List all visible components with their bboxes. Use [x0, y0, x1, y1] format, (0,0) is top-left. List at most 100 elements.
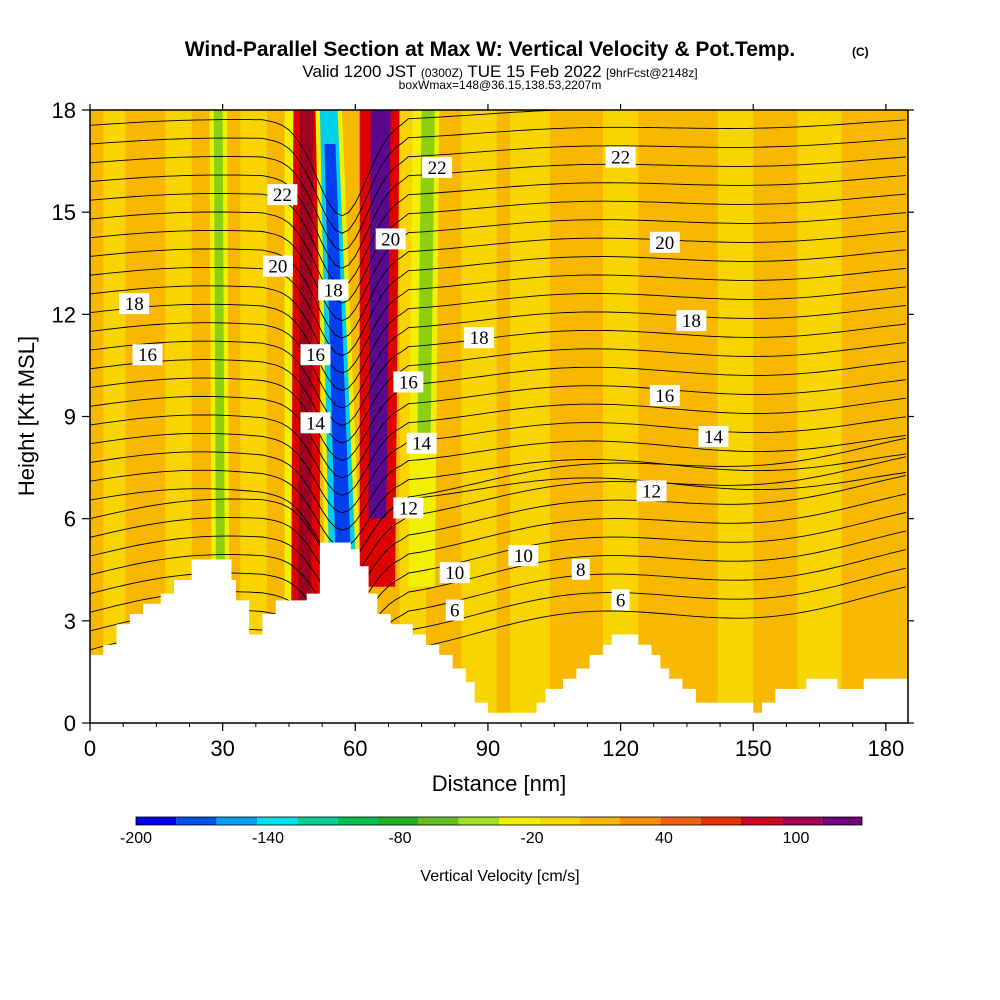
- field-patch-light: [510, 110, 550, 723]
- y-tick-label: 15: [52, 200, 76, 225]
- contour-label-box: [636, 480, 667, 502]
- chart-title: Wind-Parallel Section at Max W: Vertical…: [185, 38, 796, 61]
- contour-label-box: [676, 310, 707, 332]
- contour-label-box: [318, 279, 349, 301]
- contour-labels: 22 20 18 16 18 16 14 20 22 22 20 18 18 16 16 14 14 12 12 10…: [119, 146, 729, 622]
- x-tick-label: 150: [735, 736, 772, 761]
- contour-label-box: [698, 425, 729, 447]
- colorbar-swatch: [176, 817, 217, 825]
- theta-contour-line: [90, 472, 906, 566]
- contour-label: 8: [571, 558, 590, 581]
- colorbar-swatch: [458, 817, 499, 825]
- contour-label: 6: [611, 589, 630, 611]
- colorbar-swatch: [136, 817, 177, 825]
- band-blue-downdraft: [324, 144, 351, 553]
- contour-label: 16: [393, 371, 424, 393]
- theta-contour-line: [90, 437, 906, 567]
- colorbar-swatch: [620, 817, 661, 825]
- theta-contour-line: [90, 453, 906, 549]
- contour-label: 12: [636, 480, 667, 502]
- contour-label-text: 12: [642, 481, 661, 502]
- x-tick-label: 120: [602, 736, 639, 761]
- contour-label-box: [119, 293, 150, 315]
- chart-title-mark: (C): [852, 45, 869, 59]
- colorbar-frame: [135, 816, 863, 826]
- plot-area: 22 20 18 16 18 16 14 20 22 22 20 18 18 16 16 14 14 12 12 10…: [90, 110, 908, 723]
- contour-label: 18: [119, 293, 150, 315]
- theta-contour-line: [90, 493, 906, 620]
- contour-label-text: 14: [306, 413, 326, 434]
- contour-label: 14: [300, 412, 331, 434]
- x-tick-label: 30: [210, 736, 234, 761]
- contour-label-text: 16: [399, 372, 418, 393]
- contour-label-box: [393, 371, 424, 393]
- terrain: [90, 542, 908, 723]
- theta-contour-line: [90, 379, 906, 479]
- contour-label: 16: [300, 344, 331, 366]
- contour-label: 10: [439, 562, 470, 584]
- contour-label-text: 12: [399, 498, 418, 519]
- contour-label-box: [132, 344, 163, 366]
- theta-contour-line: [90, 267, 906, 374]
- y-tick-label: 12: [52, 302, 76, 327]
- contour-label-box: [508, 545, 539, 567]
- x-tick-label: 60: [343, 736, 367, 761]
- contour-label-text: 20: [381, 229, 400, 250]
- contour-label-box: [267, 184, 298, 206]
- colorbar-swatch: [781, 817, 822, 825]
- colorbar-swatch: [257, 817, 298, 825]
- contour-label-text: 10: [514, 546, 533, 567]
- colorbar-tick-label: -80: [388, 830, 411, 847]
- theta-contour-line: [90, 342, 906, 444]
- y-tick-label: 9: [64, 405, 76, 430]
- contour-label: 22: [605, 146, 636, 169]
- contour-label-box: [300, 412, 331, 434]
- y-tick-label: 0: [64, 711, 76, 736]
- contour-label: 16: [132, 344, 163, 366]
- colorbar-swatch: [821, 817, 862, 825]
- contour-label-box: [422, 156, 453, 178]
- contour-label: 10: [508, 545, 539, 567]
- x-axis-ticks: 0 30 60 90 120 150 180: [84, 104, 904, 761]
- velocity-field: [90, 110, 908, 723]
- contour-label-box: [393, 497, 424, 519]
- colorbar-swatch: [297, 817, 338, 825]
- colorbar-label: Vertical Velocity [cm/s]: [420, 868, 579, 885]
- colorbar-swatch: [741, 817, 782, 825]
- band-green-right: [417, 110, 435, 451]
- colorbar-swatch: [700, 817, 741, 825]
- field-patch-light: [461, 110, 497, 723]
- theta-contour-line: [90, 397, 906, 496]
- theta-contour-line: [90, 119, 906, 234]
- theta-contour-line: [90, 212, 906, 322]
- field-patch-light: [797, 110, 842, 723]
- contour-label-box: [262, 255, 293, 277]
- chart-subtitle-box: boxWmax=148@36.15,138.53,2207m: [399, 78, 602, 92]
- contour-label-text: 14: [704, 427, 724, 448]
- contour-label-box: [611, 589, 630, 611]
- contour-label-text: 6: [616, 590, 626, 611]
- theta-contour-line: [90, 360, 906, 461]
- contour-label-text: 16: [306, 345, 325, 366]
- contour-label-text: 20: [655, 233, 674, 254]
- contour-label-box: [300, 344, 331, 366]
- field-patch-light: [602, 110, 639, 723]
- colorbar-swatch: [579, 817, 620, 825]
- y-axis-ticks: 0 3 6 9 12 15 18: [52, 98, 914, 736]
- band-purple-updraft: [368, 110, 391, 519]
- theta-contour-line: [90, 156, 906, 269]
- colorbar-swatch: [539, 817, 580, 825]
- y-tick-label: 6: [64, 507, 76, 532]
- contour-label-text: 14: [412, 434, 432, 455]
- colorbar-swatch: [499, 817, 540, 825]
- contour-label: 18: [318, 279, 349, 301]
- contour-label-text: 16: [655, 386, 674, 407]
- contour-label-text: 16: [138, 345, 157, 366]
- theta-contour-line: [90, 249, 906, 356]
- theta-contour-line: [90, 474, 906, 602]
- contour-label: 16: [649, 385, 680, 407]
- colorbar-tick-label: 100: [783, 830, 810, 847]
- x-axis-label: Distance [nm]: [432, 771, 567, 796]
- contour-label-text: 18: [682, 311, 701, 332]
